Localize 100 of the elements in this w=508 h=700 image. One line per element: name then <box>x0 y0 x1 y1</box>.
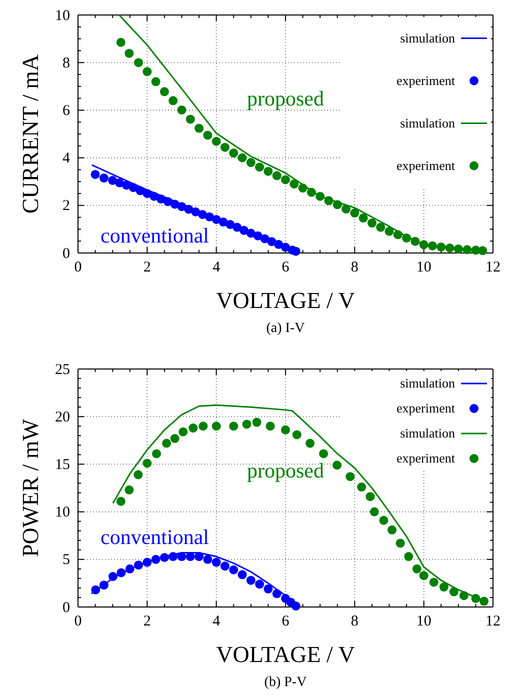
point <box>252 418 262 427</box>
point <box>91 585 100 594</box>
point <box>419 240 428 250</box>
point <box>163 197 172 206</box>
point <box>108 176 118 185</box>
x-tick-label: 0 <box>74 260 82 276</box>
legend-label: simulation <box>400 426 456 440</box>
point <box>178 427 188 436</box>
point <box>99 174 108 183</box>
point <box>246 158 256 168</box>
point <box>281 175 290 184</box>
point <box>134 58 144 68</box>
point <box>478 246 488 256</box>
text: (b) P-V <box>264 675 307 690</box>
point <box>357 482 366 492</box>
point <box>292 430 302 440</box>
point <box>238 153 247 162</box>
point <box>116 568 126 578</box>
point <box>142 458 152 468</box>
point <box>151 554 160 564</box>
point <box>220 562 230 571</box>
point <box>370 507 379 516</box>
x-tick-label: 8 <box>350 260 358 276</box>
point <box>142 558 152 567</box>
point <box>212 214 221 224</box>
point <box>358 214 368 223</box>
x-tick-label: 12 <box>486 260 500 276</box>
annotation: conventional <box>100 223 210 248</box>
point <box>298 184 308 193</box>
point <box>226 220 235 229</box>
legend-label: experiment <box>396 400 456 416</box>
point <box>177 105 186 114</box>
point <box>264 584 273 594</box>
point <box>168 552 178 562</box>
y-tick-label: 20 <box>55 409 70 426</box>
point <box>366 492 375 502</box>
point <box>160 87 169 96</box>
point <box>90 170 100 179</box>
point <box>449 587 458 596</box>
point <box>332 200 342 210</box>
point <box>128 183 138 192</box>
point <box>124 48 134 58</box>
y-tick-label: 10 <box>55 504 70 521</box>
point <box>272 171 282 180</box>
point <box>274 240 284 249</box>
point <box>212 558 221 567</box>
point <box>188 424 198 433</box>
point <box>253 231 262 240</box>
x-tick-label: 6 <box>282 260 290 276</box>
point <box>177 552 186 562</box>
y-tick-label: 25 <box>55 362 70 378</box>
y-tick-label: 2 <box>62 198 70 214</box>
point <box>388 525 397 534</box>
point <box>204 212 214 222</box>
point <box>116 38 126 47</box>
point <box>459 591 468 600</box>
y-axis-title: POWER / mW <box>18 418 43 557</box>
point <box>186 114 195 124</box>
point <box>306 438 315 448</box>
point <box>116 496 126 506</box>
point <box>428 241 437 250</box>
point <box>281 242 290 252</box>
x-tick-label: 4 <box>212 260 221 276</box>
x-axis-title: VOLTAGE / V <box>216 642 356 667</box>
point <box>238 570 247 580</box>
legend-label: simulation <box>400 115 456 130</box>
x-tick-label: 4 <box>212 614 221 630</box>
point <box>281 425 290 434</box>
y-tick-label: 0 <box>62 246 70 262</box>
y-axis-title: CURRENT / mA <box>18 54 43 214</box>
point <box>350 208 360 218</box>
point <box>242 420 252 429</box>
point <box>125 564 134 574</box>
x-tick-label: 10 <box>416 260 432 276</box>
point <box>264 166 273 176</box>
point <box>255 162 264 172</box>
legend-label: simulation <box>400 376 456 390</box>
y-tick-label: 15 <box>55 457 70 473</box>
point <box>267 237 276 246</box>
point <box>212 136 221 146</box>
point <box>194 552 204 562</box>
point <box>203 554 212 564</box>
annotation: conventional <box>100 524 210 549</box>
point <box>108 572 118 582</box>
x-tick-label: 2 <box>143 260 151 276</box>
point <box>151 77 160 86</box>
point <box>124 485 134 494</box>
point <box>367 218 376 228</box>
point <box>152 449 162 458</box>
point <box>404 552 414 562</box>
annotation: proposed <box>247 86 324 110</box>
point <box>376 222 386 232</box>
y-tick-label: 5 <box>62 552 70 568</box>
point <box>203 130 212 140</box>
point <box>290 179 299 188</box>
point <box>136 186 145 196</box>
point <box>272 589 282 598</box>
point <box>332 460 342 470</box>
legend-label: experiment <box>396 158 456 173</box>
point <box>232 222 242 232</box>
